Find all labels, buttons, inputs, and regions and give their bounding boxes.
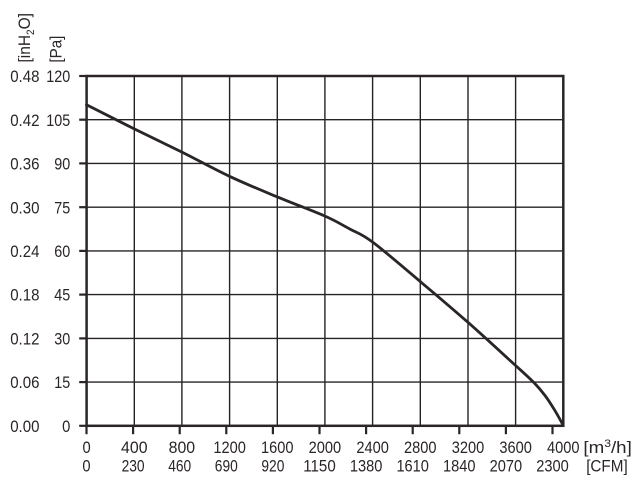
svg-text:0.42: 0.42 [10, 111, 39, 130]
svg-text:4000: 4000 [547, 438, 580, 457]
svg-text:1380: 1380 [350, 457, 383, 476]
svg-text:15: 15 [54, 373, 70, 392]
svg-text:0.24: 0.24 [10, 242, 39, 261]
svg-text:0.30: 0.30 [10, 198, 39, 217]
svg-text:0.48: 0.48 [10, 67, 39, 86]
svg-text:105: 105 [46, 111, 70, 130]
svg-text:[CFM]: [CFM] [586, 457, 628, 476]
svg-text:90: 90 [54, 155, 70, 174]
svg-text:2070: 2070 [490, 457, 523, 476]
svg-text:[m3/h]: [m 3/h] [583, 438, 631, 457]
svg-text:[inH2O]: [inH2O] [15, 13, 37, 63]
svg-text:0: 0 [82, 457, 90, 476]
svg-text:2000: 2000 [309, 438, 342, 457]
svg-text:400: 400 [121, 438, 148, 457]
svg-text:1610: 1610 [396, 457, 429, 476]
svg-text:1150: 1150 [303, 457, 336, 476]
svg-text:230: 230 [122, 457, 145, 476]
svg-text:690: 690 [215, 457, 238, 476]
svg-text:2800: 2800 [404, 438, 437, 457]
svg-text:0.12: 0.12 [10, 330, 39, 349]
svg-text:2300: 2300 [536, 457, 569, 476]
svg-text:2400: 2400 [356, 438, 389, 457]
svg-text:0.06: 0.06 [10, 373, 39, 392]
svg-text:920: 920 [261, 457, 284, 476]
svg-text:0.00: 0.00 [10, 417, 39, 436]
svg-text:[Pa]: [Pa] [46, 36, 65, 63]
svg-text:800: 800 [169, 438, 196, 457]
svg-text:1600: 1600 [261, 438, 294, 457]
svg-text:1200: 1200 [213, 438, 246, 457]
svg-text:120: 120 [46, 67, 70, 86]
svg-text:45: 45 [54, 286, 70, 305]
svg-text:75: 75 [54, 198, 70, 217]
svg-text:0: 0 [62, 417, 70, 436]
svg-text:1840: 1840 [443, 457, 476, 476]
svg-text:460: 460 [168, 457, 191, 476]
svg-text:60: 60 [54, 242, 70, 261]
svg-text:30: 30 [54, 330, 70, 349]
svg-text:0.36: 0.36 [10, 155, 39, 174]
svg-text:3200: 3200 [452, 438, 485, 457]
svg-text:3600: 3600 [499, 438, 532, 457]
svg-text:0.18: 0.18 [10, 286, 39, 305]
svg-text:0: 0 [83, 438, 91, 457]
